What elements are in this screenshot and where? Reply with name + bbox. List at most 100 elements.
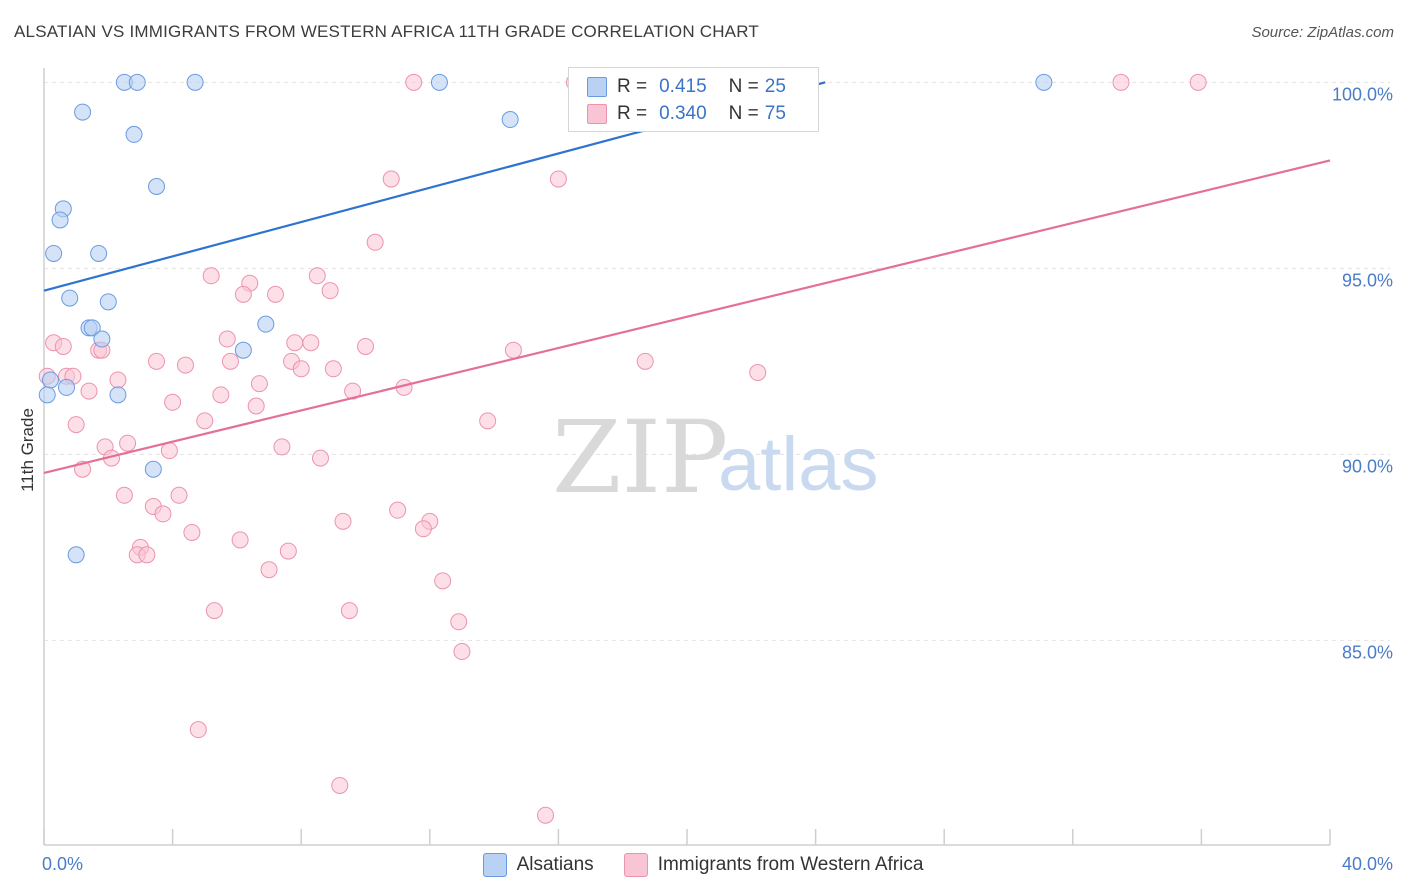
immigrants-point — [183, 523, 201, 541]
immigrants-point — [196, 412, 214, 430]
immigrants-point — [80, 382, 98, 400]
r-value: 0.415 — [659, 76, 707, 97]
tick-labels: 85.0% 90.0% 95.0% 100.0% 0.0% 40.0% — [42, 84, 1393, 874]
immigrants-point — [450, 613, 468, 631]
alsatians-point — [144, 460, 162, 478]
legend-row-immigrants: R = 0.340 N = 75 — [587, 102, 786, 126]
immigrants-point — [414, 520, 432, 538]
immigrants-point — [549, 170, 567, 188]
series-legend: Alsatians Immigrants from Western Africa — [0, 852, 1406, 878]
alsatians-point — [148, 177, 166, 195]
immigrants-point — [504, 341, 522, 359]
alsatians-point — [67, 546, 85, 564]
immigrants-point — [334, 512, 352, 530]
immigrants-point — [749, 364, 767, 382]
y-tick-label: 90.0% — [1342, 456, 1393, 476]
immigrants-point — [266, 285, 284, 303]
grid-lines — [44, 81, 1390, 641]
immigrants-point — [302, 334, 320, 352]
alsatians-point — [74, 103, 92, 121]
alsatians-point — [128, 73, 146, 91]
watermark-atlas: atlas — [718, 422, 879, 507]
alsatians-point — [430, 73, 448, 91]
immigrants-swatch — [587, 104, 607, 124]
alsatians-point — [257, 315, 275, 333]
immigrants-point — [1189, 73, 1207, 91]
immigrants-point — [366, 233, 384, 251]
immigrants-point — [119, 434, 137, 452]
alsatians-swatch — [587, 77, 607, 97]
alsatians-point — [61, 289, 79, 307]
immigrants-point — [250, 375, 268, 393]
alsatians-point — [99, 293, 117, 311]
immigrants-point — [164, 393, 182, 411]
alsatians-legend-label: Alsatians — [516, 854, 594, 875]
immigrants-point — [234, 285, 252, 303]
immigrants-point — [54, 337, 72, 355]
immigrants-point — [260, 561, 278, 579]
alsatians-point — [45, 244, 63, 262]
immigrants-point — [170, 486, 188, 504]
immigrants-point — [311, 449, 329, 467]
immigrants-point — [231, 531, 249, 549]
correlation-legend: R = 0.415 N = 25 R = 0.340 N = 75 — [568, 67, 819, 132]
immigrants-point — [382, 170, 400, 188]
immigrants-legend-label: Immigrants from Western Africa — [657, 854, 924, 875]
x-tick-label: 40.0% — [1342, 854, 1393, 874]
immigrants-point — [479, 412, 497, 430]
alsatians-point — [58, 378, 76, 396]
immigrants-point — [67, 416, 85, 434]
immigrants-point — [176, 356, 194, 374]
n-label: N = — [728, 103, 759, 124]
n-label: N = — [728, 76, 759, 97]
alsatians-point — [83, 319, 101, 337]
alsatians-point — [38, 386, 56, 404]
alsatians-point — [234, 341, 252, 359]
immigrants-point — [189, 721, 207, 739]
r-label: R = — [617, 76, 648, 97]
n-value: 75 — [764, 103, 786, 124]
immigrants-point — [273, 438, 291, 456]
immigrants-point — [340, 602, 358, 620]
immigrants-point — [308, 267, 326, 285]
alsatians-legend-swatch — [482, 853, 507, 877]
alsatians-point — [501, 111, 519, 129]
alsatians-points — [38, 73, 1053, 564]
immigrants-trend-line — [43, 159, 1331, 475]
immigrants-point — [212, 386, 230, 404]
axes — [43, 68, 1331, 846]
legend-item-immigrants[interactable]: Immigrants from Western Africa — [623, 853, 924, 877]
immigrants-point — [109, 371, 127, 389]
immigrants-point — [154, 505, 172, 523]
immigrants-point — [389, 501, 407, 519]
immigrants-point — [148, 352, 166, 370]
immigrants-point — [1112, 73, 1130, 91]
immigrants-point — [453, 643, 471, 661]
immigrants-point — [537, 806, 555, 824]
immigrants-point — [321, 282, 339, 300]
immigrants-point — [357, 337, 374, 355]
legend-row-alsatians: R = 0.415 N = 25 — [587, 75, 786, 99]
r-label: R = — [617, 103, 648, 124]
immigrants-point — [218, 330, 236, 348]
x-tick-label: 0.0% — [42, 854, 83, 874]
n-value: 25 — [764, 76, 786, 97]
immigrants-point — [286, 334, 304, 352]
immigrants-point — [344, 382, 362, 400]
watermark-zip: ZIP — [552, 399, 728, 516]
immigrants-point — [202, 267, 220, 285]
immigrants-point — [221, 352, 239, 370]
alsatians-point — [90, 244, 108, 262]
immigrants-point — [434, 572, 452, 590]
legend-item-alsatians[interactable]: Alsatians — [482, 853, 594, 877]
chart-title: ALSATIAN VS IMMIGRANTS FROM WESTERN AFRI… — [14, 22, 759, 41]
immigrants-point — [138, 546, 156, 564]
y-tick-label: 100.0% — [1332, 84, 1393, 104]
y-tick-label: 95.0% — [1342, 270, 1393, 290]
alsatians-point — [1035, 73, 1053, 91]
immigrants-point — [292, 360, 310, 378]
immigrants-point — [636, 352, 654, 370]
alsatians-point — [93, 330, 111, 348]
watermark: ZIP atlas — [552, 399, 879, 516]
